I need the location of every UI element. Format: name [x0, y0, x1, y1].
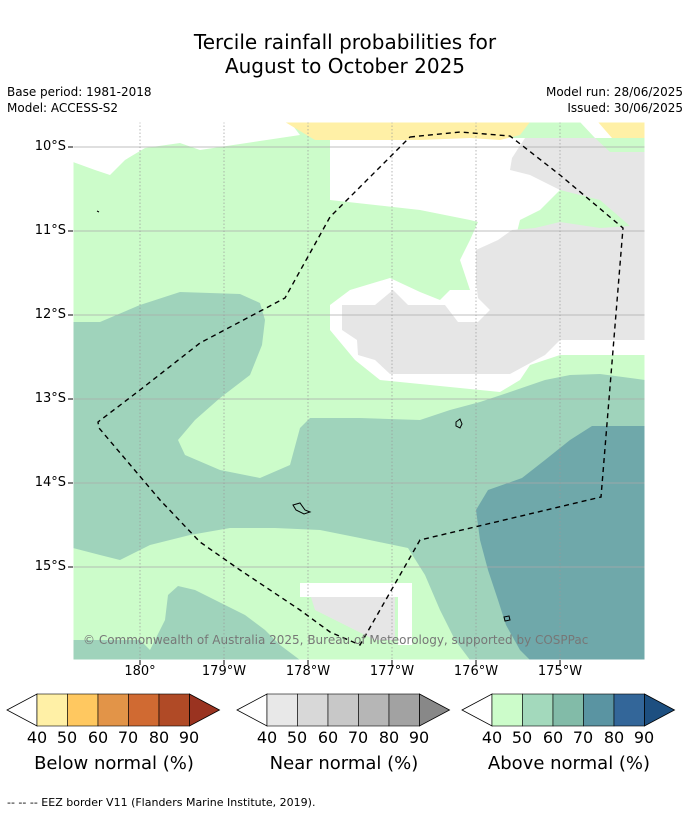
colorbar-segment: [327, 693, 359, 727]
island-2: [292, 502, 312, 515]
lat-label-11s: 11°S: [34, 223, 66, 238]
lat-label-10s: 10°S: [34, 139, 66, 154]
near-tick: 60: [317, 728, 339, 747]
issued-date: Issued: 30/06/2025: [567, 101, 683, 115]
above-tick: 60: [542, 728, 564, 747]
eez-border: [97, 131, 624, 646]
colorbar-under-arrow: [236, 693, 268, 727]
below-normal-label: Below normal (%): [34, 753, 194, 774]
island-3: [503, 615, 511, 622]
near-tick: 40: [256, 728, 278, 747]
title-line-1: Tercile rainfall probabilities for: [193, 30, 497, 54]
lon-label-179w: 179°W: [201, 664, 247, 679]
colorbar-segment: [297, 693, 329, 727]
islands: [96, 210, 511, 622]
colorbar-above-normal: [461, 693, 676, 727]
colorbar-segment: [613, 693, 645, 727]
colorbar-segment: [491, 693, 523, 727]
graticule: [73, 122, 645, 660]
below-tick: 70: [117, 728, 139, 747]
lat-label-14s: 14°S: [34, 475, 66, 490]
above-normal-label: Above normal (%): [487, 753, 651, 774]
white-region-topleft: [73, 122, 300, 175]
colorbar-segment: [128, 693, 160, 727]
above-tick: 40: [481, 728, 503, 747]
island-1: [455, 418, 463, 429]
title-line-2: August to October 2025: [224, 54, 466, 78]
meta-right: Model run: 28/06/2025 Issued: 30/06/2025: [546, 84, 683, 116]
colorbar-segment: [97, 693, 129, 727]
near-normal-small: [310, 594, 395, 640]
below-tick: 90: [178, 728, 200, 747]
lon-ticks: [139, 660, 561, 665]
colorbar-segment: [358, 693, 390, 727]
above-tick: 80: [603, 728, 625, 747]
below-tick: 40: [26, 728, 48, 747]
below-tick: 50: [56, 728, 78, 747]
colorbar-over-arrow: [644, 693, 676, 727]
lon-label-178w: 178°W: [285, 664, 331, 679]
near-tick: 90: [408, 728, 430, 747]
near-tick: 50: [286, 728, 308, 747]
below-normal-patch: [285, 122, 530, 140]
base-period: Base period: 1981-2018: [7, 85, 152, 99]
map-title: Tercile rainfall probabilities for Augus…: [0, 30, 690, 78]
lat-label-12s: 12°S: [34, 307, 66, 322]
colorbar-segment: [522, 693, 554, 727]
near-normal-label: Near normal (%): [269, 753, 419, 774]
lon-label-176w: 176°W: [453, 664, 499, 679]
lat-label-15s: 15°S: [34, 559, 66, 574]
model-name: Model: ACCESS-S2: [7, 101, 119, 115]
lon-label-175w: 175°W: [537, 664, 583, 679]
lat-ticks: [68, 146, 73, 568]
colorbar-segment: [552, 693, 584, 727]
island-4: [96, 210, 100, 213]
above-tick: 70: [572, 728, 594, 747]
colorbar-segment: [266, 693, 298, 727]
colorbar-over-arrow: [189, 693, 221, 727]
copyright-notice: © Commonwealth of Australia 2025, Bureau…: [83, 633, 589, 647]
colorbar-segment: [158, 693, 190, 727]
colorbar-over-arrow: [419, 693, 451, 727]
lon-label-177w: 177°W: [369, 664, 415, 679]
lat-label-13s: 13°S: [34, 391, 66, 406]
white-ring-small: [300, 583, 412, 645]
eez-footnote: -- -- -- EEZ border V11 (Flanders Marine…: [7, 796, 316, 809]
colorbar-segment: [388, 693, 420, 727]
below-tick: 80: [148, 728, 170, 747]
below-tick: 60: [87, 728, 109, 747]
map-frame: [72, 121, 646, 661]
above-normal-60: [476, 426, 645, 660]
colorbar-under-arrow: [6, 693, 38, 727]
above-tick: 90: [633, 728, 655, 747]
near-tick: 80: [378, 728, 400, 747]
near-tick: 70: [347, 728, 369, 747]
colorbar-under-arrow: [461, 693, 493, 727]
above-normal-50-south: [73, 586, 300, 660]
above-tick: 50: [511, 728, 533, 747]
meta-left: Base period: 1981-2018 Model: ACCESS-S2: [7, 84, 152, 116]
model-run: Model run: 28/06/2025: [545, 85, 683, 99]
colorbar-segment: [583, 693, 615, 727]
above-normal-50-islet: [73, 652, 210, 660]
colorbar-segment: [36, 693, 68, 727]
colorbar-segment: [67, 693, 99, 727]
colorbar-near-normal: [236, 693, 451, 727]
below-normal-patch-right: [598, 122, 645, 138]
colorbar-below-normal: [6, 693, 221, 727]
lon-label-180: 180°: [124, 664, 156, 679]
